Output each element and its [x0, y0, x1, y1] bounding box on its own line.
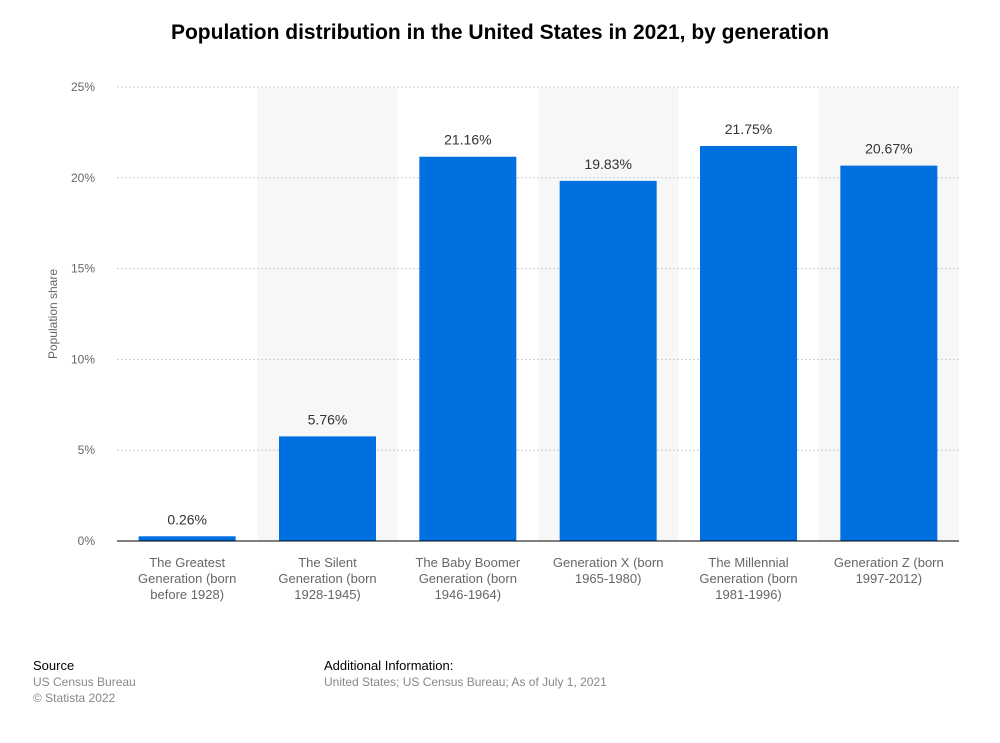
y-tick-label: 10% [71, 352, 95, 366]
category-label-line: Generation (born [138, 571, 236, 586]
category-label-line: Generation Z (born [834, 555, 944, 570]
category-label-line: 1946-1964) [435, 587, 502, 602]
source-heading: Source [33, 658, 75, 673]
category-labels: The Greatest Generation (born before 1928)… [138, 555, 944, 602]
y-tick-label: 5% [78, 443, 96, 457]
y-axis-ticks: 0% 5% 10% 15% 20% 25% [71, 80, 95, 548]
category-label-line: The Greatest [149, 555, 225, 570]
additional-info-block: Additional Information: United States; U… [324, 658, 607, 690]
category-label: The Greatest Generation (born before 1928) [138, 555, 236, 602]
category-label-line: 1965-1980) [575, 571, 642, 586]
bar [138, 536, 236, 541]
chart-title: Population distribution in the United St… [170, 21, 830, 44]
category-label-line: Generation (born [278, 571, 376, 586]
y-tick-label: 15% [71, 262, 95, 276]
category-label-line: The Millennial [708, 555, 788, 570]
category-label: The Millennial Generation (born 1981-1996) [699, 555, 797, 602]
source-block: Source US Census Bureau © Statista 2022 [33, 658, 136, 706]
copyright-text: © Statista 2022 [33, 691, 116, 705]
category-label-line: 1928-1945) [294, 587, 361, 602]
data-labels: 0.26% 5.76% 21.16% 19.83% 21.75% 20.67% [167, 121, 912, 527]
data-label: 19.83% [584, 156, 631, 172]
y-tick-label: 25% [71, 80, 95, 94]
y-tick-label: 20% [71, 171, 95, 185]
bars [138, 146, 938, 541]
category-label-line: The Baby Boomer [415, 555, 520, 570]
category-label-line: Generation (born [419, 571, 517, 586]
bar [419, 156, 517, 541]
bar [279, 436, 376, 541]
additional-info-heading: Additional Information: [324, 658, 454, 673]
additional-info-text: United States; US Census Bureau; As of J… [324, 675, 607, 689]
data-label: 5.76% [308, 411, 348, 427]
bar [559, 180, 657, 541]
data-label: 21.16% [444, 132, 491, 148]
bar-chart: 0% 5% 10% 15% 20% 25% 0.26% 5.76% 21.16% 19.83% 2… [46, 80, 959, 602]
gridlines [117, 86, 959, 451]
y-tick-label: 0% [78, 534, 96, 548]
data-label: 0.26% [167, 511, 207, 527]
source-text: US Census Bureau [33, 675, 136, 689]
category-label-line: Generation (born [699, 571, 797, 586]
data-label: 21.75% [725, 121, 772, 137]
category-label-line: Generation X (born [553, 555, 664, 570]
category-label-line: 1997-2012) [856, 571, 923, 586]
y-axis-title: Population share [46, 269, 60, 359]
bar [840, 165, 938, 541]
bar [700, 146, 797, 541]
category-label-line: before 1928) [150, 587, 224, 602]
category-label: The Silent Generation (born 1928-1945) [278, 555, 376, 602]
category-label: Generation X (born 1965-1980) [553, 555, 664, 586]
data-label: 20.67% [865, 141, 912, 157]
category-label: Generation Z (born 1997-2012) [834, 555, 944, 586]
category-label: The Baby Boomer Generation (born 1946-1964… [415, 555, 520, 602]
category-label-line: 1981-1996) [715, 587, 782, 602]
category-label-line: The Silent [298, 555, 357, 570]
